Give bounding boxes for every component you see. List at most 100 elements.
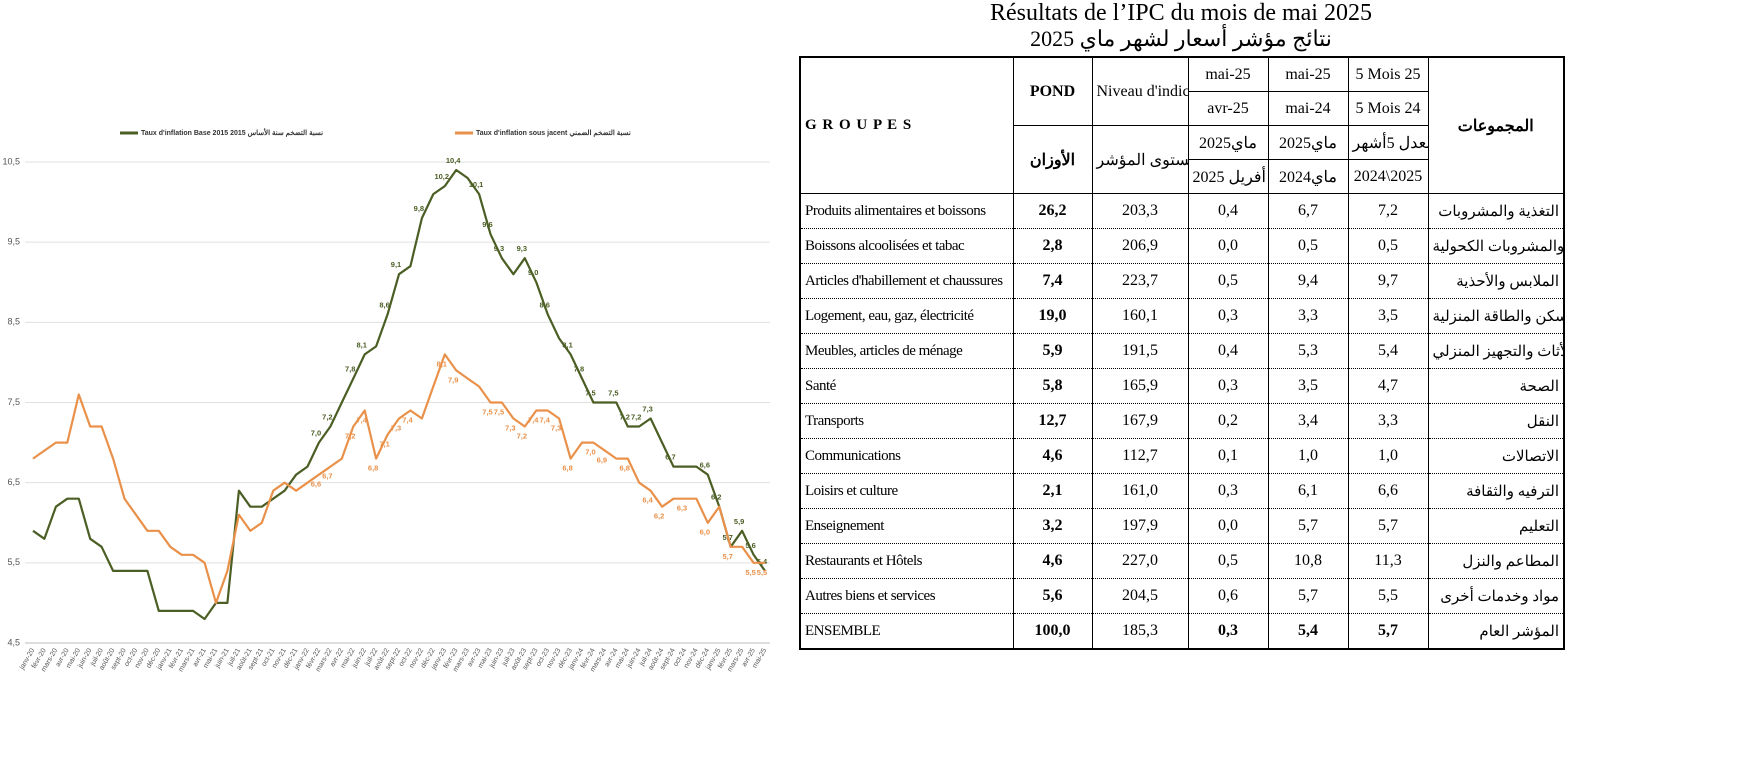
- data-label: 7,5: [494, 407, 504, 416]
- table-cell: 5,7: [1347, 508, 1429, 544]
- table-cell: 0,2: [1187, 403, 1269, 439]
- data-label: 7,2: [322, 413, 332, 422]
- table-cell: 5,6: [1012, 578, 1093, 614]
- data-label: 5,4: [757, 557, 768, 566]
- table-cell: 0,5: [1267, 228, 1349, 264]
- table-cell: 197,9: [1091, 508, 1189, 544]
- data-label: 8,1: [437, 359, 447, 368]
- table-cell: الأثاث والتجهيز المنزلي: [1427, 333, 1565, 369]
- table-cell: ENSEMBLE: [799, 613, 1014, 650]
- data-label: 6,6: [311, 480, 321, 489]
- table-cell: 0,5: [1187, 543, 1269, 579]
- table-row: Santé 5,8 165,9 0,3 3,5 4,7 الصحة: [799, 368, 1565, 404]
- data-label: 6,8: [368, 464, 378, 473]
- data-label: 7,0: [585, 448, 595, 457]
- table-row: Articles d'habillement et chaussures 7,4 2…: [799, 263, 1565, 299]
- table-cell: 3,3: [1267, 298, 1349, 334]
- table-cell: الملابس والأحذية: [1427, 263, 1565, 299]
- table-cell: 5,4: [1347, 333, 1429, 369]
- data-label: 10,2: [434, 172, 449, 181]
- data-label: 6,8: [562, 464, 572, 473]
- table-cell: 206,9: [1091, 228, 1189, 264]
- data-label: 8,6: [539, 300, 549, 309]
- header-cell: avr-25: [1187, 91, 1269, 126]
- table-cell: 4,6: [1012, 543, 1093, 579]
- table-cell: 0,6: [1187, 578, 1269, 614]
- data-label: 7,3: [642, 405, 652, 414]
- table-cell: 0,4: [1187, 193, 1269, 229]
- table-cell: Boissons alcoolisées et tabac: [799, 228, 1014, 264]
- table-cell: الصحة: [1427, 368, 1565, 404]
- table-cell: السكن والطاقة المنزلية: [1427, 298, 1565, 334]
- table-cell: 0,1: [1187, 438, 1269, 474]
- table-row: Boissons alcoolisées et tabac 2,8 206,9 0,0…: [799, 228, 1565, 264]
- table-cell: 191,5: [1091, 333, 1189, 369]
- header-cell: الأوزان: [1012, 125, 1093, 194]
- header-cell: ماي2024: [1267, 159, 1349, 194]
- table-cell: 3,3: [1347, 403, 1429, 439]
- table-title: Résultats de l’IPC du mois de mai 2025: [990, 0, 1372, 26]
- data-label: 7,8: [574, 364, 584, 373]
- table-cell: 0,0: [1187, 508, 1269, 544]
- table-cell: Articles d'habillement et chaussures: [799, 263, 1014, 299]
- table-cell: 3,4: [1267, 403, 1349, 439]
- table-row: Loisirs et culture 2,1 161,0 0,3 6,1 6,6 الترف…: [799, 473, 1565, 509]
- table-row: Restaurants et Hôtels 4,6 227,0 0,5 10,8 11,3…: [799, 543, 1565, 579]
- y-tick-label: 9,5: [7, 237, 20, 247]
- y-tick-label: 6,5: [7, 477, 20, 487]
- table-cell: 0,3: [1187, 473, 1269, 509]
- series-line: [32, 168, 766, 621]
- header-cell: 5 Mois 25: [1347, 56, 1429, 92]
- table-cell: Restaurants et Hôtels: [799, 543, 1014, 579]
- header-cell: 5 Mois 24: [1347, 91, 1429, 126]
- data-label: 9,8: [414, 204, 424, 213]
- table-cell: Loisirs et culture: [799, 473, 1014, 509]
- table-row: Enseignement 3,2 197,9 0,0 5,7 5,7 التعليم: [799, 508, 1565, 544]
- table-cell: 9,4: [1267, 263, 1349, 299]
- table-cell: Enseignement: [799, 508, 1014, 544]
- legend-label: Taux d'inflation Base 2015 نسبة التضخم س…: [141, 127, 323, 137]
- table-row: Produits alimentaires et boissons 26,2 203…: [799, 193, 1565, 229]
- header-cell: mai-24: [1267, 91, 1349, 126]
- table-cell: 167,9: [1091, 403, 1189, 439]
- header-cell: أفريل 2025: [1187, 159, 1269, 194]
- table-cell: 9,7: [1347, 263, 1429, 299]
- table-cell: 185,3: [1091, 613, 1189, 650]
- data-label: 7,5: [608, 388, 618, 397]
- table-cell: 3,5: [1267, 368, 1349, 404]
- table-row: Autres biens et services 5,6 204,5 0,6 5,7 5,…: [799, 578, 1565, 614]
- table-cell: 0,4: [1187, 333, 1269, 369]
- data-label: 7,3: [505, 424, 515, 433]
- table-cell: 0,3: [1187, 298, 1269, 334]
- y-tick-label: 5,5: [7, 557, 20, 567]
- data-label: 8,1: [356, 340, 366, 349]
- data-label: 7,3: [551, 424, 561, 433]
- data-label: 7,2: [345, 432, 355, 441]
- data-label: 9,1: [391, 260, 401, 269]
- table-cell: 5,4: [1267, 613, 1349, 650]
- data-label: 6,3: [677, 504, 687, 513]
- table-cell: المطاعم والنزل: [1427, 543, 1565, 579]
- table-cell: الترفيه والثقافة: [1427, 473, 1565, 509]
- data-label: 7,2: [517, 432, 527, 441]
- table-cell: 4,7: [1347, 368, 1429, 404]
- table-cell: Autres biens et services: [799, 578, 1014, 614]
- table-cell: الاتصالات: [1427, 438, 1565, 474]
- header-cell: ماي2025: [1187, 125, 1269, 160]
- table-row: Logement, eau, gaz, électricité 19,0 160,1…: [799, 298, 1565, 334]
- data-label: 5,6: [745, 541, 755, 550]
- data-label: 7,3: [391, 424, 401, 433]
- table-cell: المؤشر العام: [1427, 613, 1565, 650]
- table-cell: 0,3: [1187, 613, 1269, 650]
- data-label: 9,3: [494, 244, 504, 253]
- table-cell: 5,7: [1267, 578, 1349, 614]
- data-label: 7,4: [356, 416, 367, 425]
- table-cell: 12,7: [1012, 403, 1093, 439]
- table-cell: 7,2: [1347, 193, 1429, 229]
- data-label: 6,8: [620, 464, 630, 473]
- table-cell: 6,7: [1267, 193, 1349, 229]
- table-cell: 204,5: [1091, 578, 1189, 614]
- table-cell: 0,3: [1187, 368, 1269, 404]
- table-cell: 5,7: [1267, 508, 1349, 544]
- table-cell: 5,8: [1012, 368, 1093, 404]
